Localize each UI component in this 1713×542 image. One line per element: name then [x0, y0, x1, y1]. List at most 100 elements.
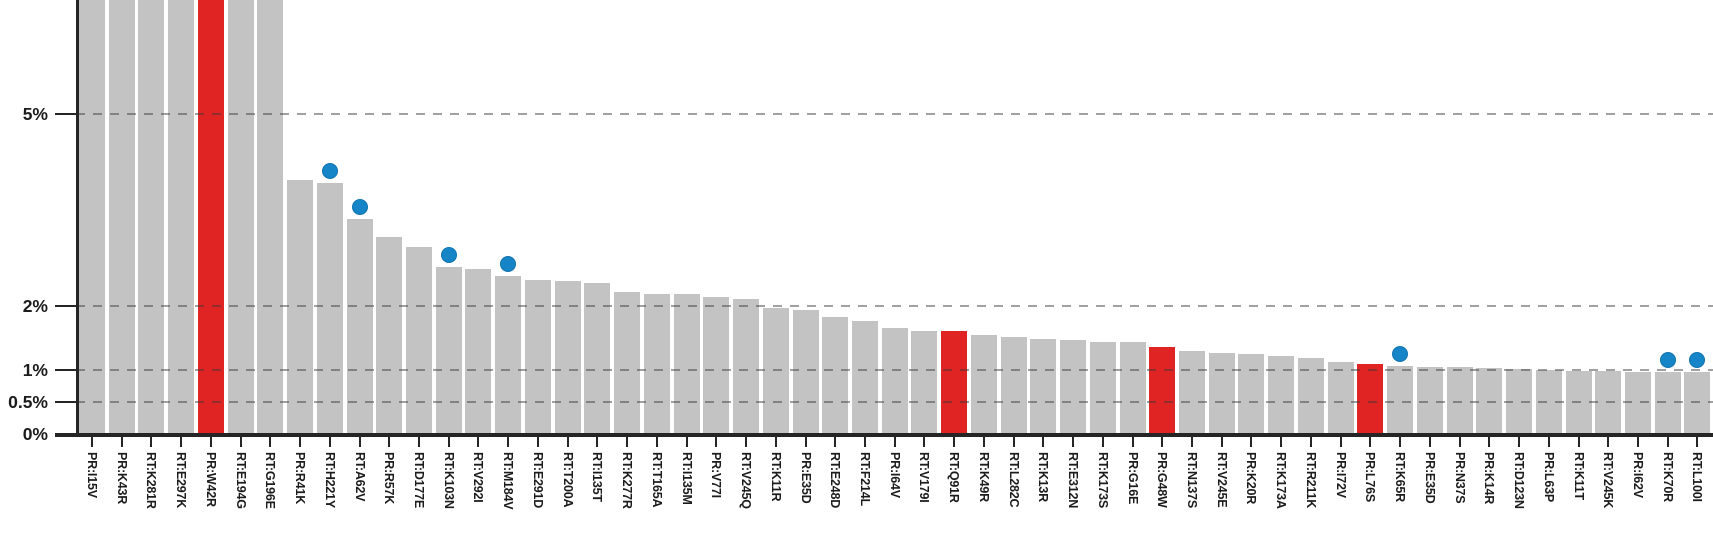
bar-rt-e291d: [524, 279, 551, 434]
x-axis-tick: [1161, 437, 1164, 447]
x-axis-tick: [655, 437, 658, 447]
bar-pr-i64v: [881, 327, 908, 434]
marker-dot: [500, 256, 517, 273]
x-axis-tick: [1696, 437, 1699, 447]
bar-pr-e35d: [1416, 366, 1443, 434]
x-axis-tick: [536, 437, 539, 447]
bar-pr-g48w: [1149, 347, 1176, 434]
marker-dot: [440, 246, 457, 263]
bar-rt-k13r: [1030, 338, 1057, 434]
marker-dot: [321, 162, 338, 179]
x-axis-tick-label: PR:E35D: [798, 452, 813, 504]
x-axis-tick: [863, 437, 866, 447]
x-axis-tick-label: PR:L76S: [1363, 452, 1378, 503]
x-axis-tick-label: RT:K173S: [1095, 452, 1110, 509]
x-axis-tick: [1250, 437, 1253, 447]
marker-dot: [351, 199, 368, 216]
bar-rt-l100i: [1684, 372, 1711, 434]
x-axis-tick: [982, 437, 985, 447]
y-axis-tick-label: 1%: [22, 359, 48, 380]
x-axis-tick-label: PR:R57K: [382, 452, 397, 505]
bar-pr-n37s: [1446, 367, 1473, 434]
bar-rt-e248d: [822, 317, 849, 434]
x-axis-tick: [299, 437, 302, 447]
x-axis-tick: [1101, 437, 1104, 447]
bar-pr-i72v: [1327, 361, 1354, 434]
x-axis-tick: [507, 437, 510, 447]
x-axis-tick: [1072, 437, 1075, 447]
x-axis-tick: [1339, 437, 1342, 447]
x-axis-tick: [1518, 437, 1521, 447]
y-axis-tick-label: 2%: [22, 295, 48, 316]
bar-rt-r211k: [1297, 357, 1324, 434]
bar-rt-v245e: [1208, 353, 1235, 434]
x-axis-tick: [1488, 437, 1491, 447]
x-axis-tick-label: RT:L282C: [1006, 452, 1021, 508]
x-axis-tick-label: PR:E35D: [1422, 452, 1437, 504]
bar-rt-t165a: [643, 293, 670, 434]
x-axis-tick: [1220, 437, 1223, 447]
bar-rt-k281r: [138, 0, 165, 434]
bar-rt-a62v: [346, 219, 373, 434]
x-axis-tick: [1577, 437, 1580, 447]
bar-rt-k49r: [970, 335, 997, 434]
x-axis-tick: [893, 437, 896, 447]
bar-rt-g196e: [257, 0, 284, 434]
y-axis-tick: [55, 368, 76, 371]
x-axis-tick-label: RT:M184V: [501, 452, 516, 510]
x-axis-tick-label: PR:V77I: [709, 452, 724, 498]
x-axis-tick-label: RT:V245Q: [739, 452, 754, 509]
x-axis-tick: [1012, 437, 1015, 447]
marker-dot: [1392, 346, 1409, 363]
bar-rt-k277r: [614, 292, 641, 434]
bar-rt-m184v: [495, 276, 522, 434]
bar-pr-k20r: [1238, 353, 1265, 434]
x-axis-tick-label: RT:L100I: [1690, 452, 1705, 502]
x-axis-tick: [120, 437, 123, 447]
x-axis-tick: [804, 437, 807, 447]
bar-rt-l282c: [1000, 337, 1027, 434]
x-axis-tick: [447, 437, 450, 447]
x-axis-tick-label: RT:V245K: [1601, 452, 1616, 509]
bar-rt-k65r: [1387, 366, 1414, 434]
x-axis-tick-label: RT:F214L: [857, 452, 872, 506]
x-axis-tick: [388, 437, 391, 447]
bar-pr-k14r: [1476, 367, 1503, 434]
bar-rt-v245q: [733, 299, 760, 434]
x-axis-tick-label: RT:K65R: [1393, 452, 1408, 502]
x-axis-tick-label: RT:E194G: [233, 452, 248, 509]
x-axis-tick: [953, 437, 956, 447]
x-axis-tick-label: RT:T200A: [560, 452, 575, 508]
x-axis-tick-label: RT:T165A: [649, 452, 664, 508]
x-axis-tick: [1280, 437, 1283, 447]
bar-pr-v77i: [703, 297, 730, 434]
x-axis-tick: [1666, 437, 1669, 447]
x-axis-tick-label: RT:E291D: [530, 452, 545, 509]
bar-pr-l76s: [1357, 363, 1384, 434]
bar-pr-g16e: [1119, 342, 1146, 434]
x-axis-tick-label: PR:R41K: [293, 452, 308, 505]
x-axis-tick-label: PR:I72V: [1333, 452, 1348, 498]
x-axis-tick-label: PR:K14R: [1482, 452, 1497, 505]
x-axis-tick-label: RT:K70R: [1660, 452, 1675, 502]
x-axis-tick-label: PR:W42R: [203, 452, 218, 507]
x-axis-tick-label: RT:K277R: [620, 452, 635, 509]
x-axis-tick-label: RT:G196E: [263, 452, 278, 509]
x-axis-tick: [1547, 437, 1550, 447]
bar-rt-e312n: [1060, 339, 1087, 434]
x-axis-tick-label: RT:H221Y: [322, 452, 337, 509]
x-axis-tick-label: RT:V245E: [1214, 452, 1229, 508]
x-axis-tick-label: RT:Q91R: [947, 452, 962, 503]
x-axis-tick: [1607, 437, 1610, 447]
y-axis-tick-label: 0%: [22, 424, 48, 444]
bar-pr-r57k: [376, 237, 403, 434]
x-axis-tick-label: PR:G16E: [1125, 452, 1140, 505]
x-axis-tick-label: RT:K49R: [976, 452, 991, 502]
x-axis-tick-label: PR:G48W: [1155, 452, 1170, 508]
x-axis-tick: [774, 437, 777, 447]
y-axis-tick: [55, 400, 76, 403]
x-axis-tick-label: RT:K103N: [441, 452, 456, 509]
x-axis-tick: [328, 437, 331, 447]
x-axis-tick-label: PR:L63P: [1541, 452, 1556, 503]
x-axis-line: [55, 433, 1713, 437]
